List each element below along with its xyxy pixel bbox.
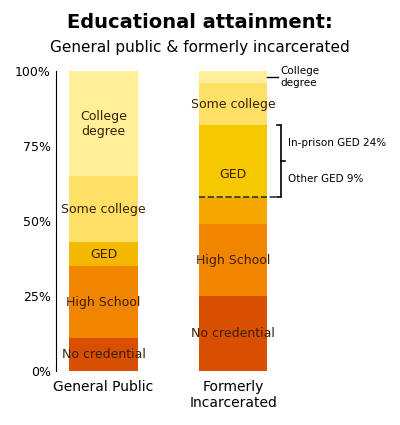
Bar bbox=[199, 71, 267, 83]
Bar bbox=[199, 125, 267, 197]
Text: Some college: Some college bbox=[61, 203, 146, 216]
Bar bbox=[199, 197, 267, 224]
Bar bbox=[199, 83, 267, 125]
Text: GED: GED bbox=[90, 248, 117, 261]
Bar bbox=[69, 266, 138, 338]
Bar bbox=[69, 242, 138, 266]
Bar bbox=[69, 338, 138, 371]
Text: No credential: No credential bbox=[191, 327, 275, 340]
Text: High School: High School bbox=[66, 296, 141, 309]
Text: College
degree: College degree bbox=[80, 110, 127, 138]
Text: Educational attainment:: Educational attainment: bbox=[67, 13, 333, 32]
Text: College
degree: College degree bbox=[281, 66, 320, 88]
Text: GED: GED bbox=[220, 168, 247, 181]
Text: High School: High School bbox=[196, 254, 270, 267]
Bar bbox=[199, 224, 267, 296]
Text: Some college: Some college bbox=[191, 98, 275, 110]
Text: General public & formerly incarcerated: General public & formerly incarcerated bbox=[50, 40, 350, 55]
Bar bbox=[69, 176, 138, 242]
Bar bbox=[199, 296, 267, 371]
Text: Other GED 9%: Other GED 9% bbox=[288, 174, 363, 184]
Bar bbox=[69, 71, 138, 176]
Text: No credential: No credential bbox=[62, 348, 146, 361]
Text: In-prison GED 24%: In-prison GED 24% bbox=[288, 138, 386, 148]
